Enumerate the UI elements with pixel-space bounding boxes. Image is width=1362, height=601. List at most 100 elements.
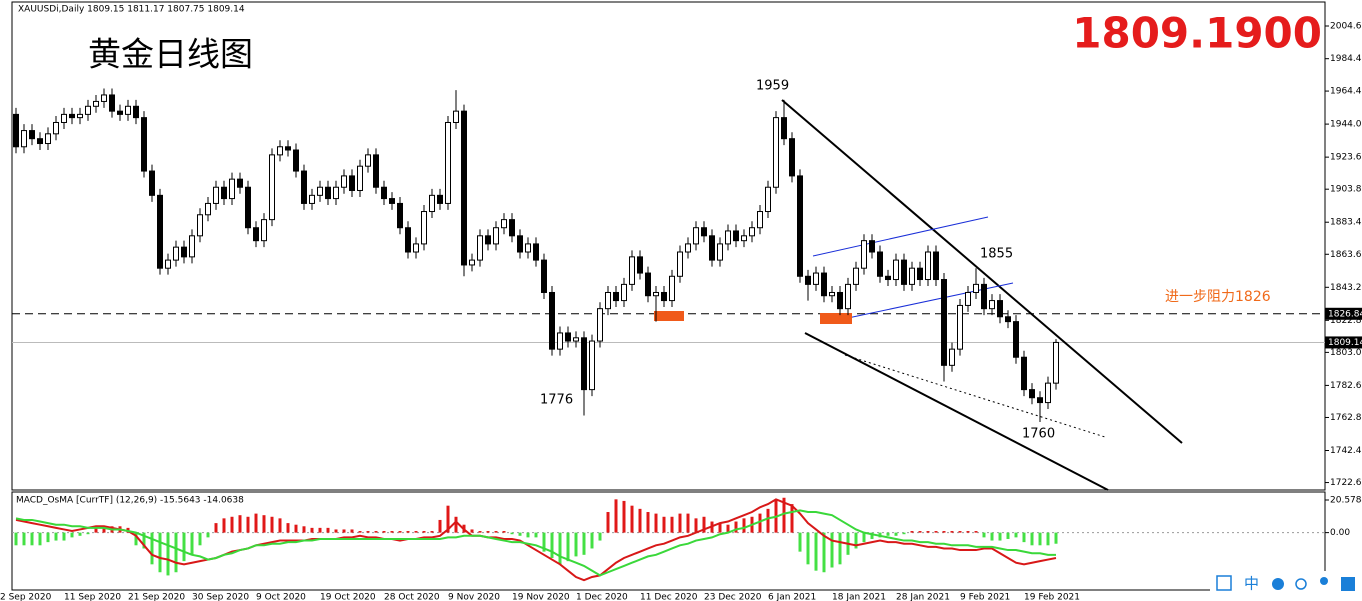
candle [629, 256, 635, 285]
y-tick-label: 1742.40 [1330, 446, 1362, 456]
price-tag-label: 1826.84 [1328, 309, 1362, 319]
histogram-bar [694, 518, 698, 533]
candle [373, 154, 379, 188]
histogram-bar [558, 532, 562, 565]
histogram-bar [830, 532, 834, 568]
icon[interactable] [1341, 577, 1355, 591]
histogram-bar [70, 532, 74, 538]
lang-button[interactable]: 中 [1244, 575, 1259, 593]
candle [501, 219, 507, 229]
icon[interactable] [1272, 578, 1284, 590]
price-label: 1855 [980, 247, 1013, 262]
candle [381, 186, 387, 200]
histogram-bar [638, 508, 642, 533]
candle [1037, 397, 1043, 404]
histogram-bar [270, 516, 274, 533]
candle [773, 117, 779, 188]
candle [149, 170, 155, 196]
histogram-bar [46, 532, 50, 543]
histogram-bar [862, 532, 866, 543]
candle [821, 272, 827, 297]
histogram-bar [22, 532, 26, 546]
y-tick-label: 1883.40 [1330, 218, 1362, 228]
histogram-bar [454, 516, 458, 533]
candle [717, 243, 723, 261]
histogram-bar [518, 532, 522, 536]
price-tag [1325, 307, 1362, 320]
histogram-bar [430, 531, 434, 533]
toolbar: 中 [1210, 571, 1362, 601]
histogram-bar [526, 532, 530, 538]
histogram-bar [814, 532, 818, 571]
candle [925, 251, 931, 281]
x-tick-label: 19 Feb 2021 [1024, 593, 1080, 601]
price-label: 1760 [1022, 427, 1055, 442]
histogram-bar [886, 532, 890, 536]
chart-title: 黄金日线图 [88, 35, 253, 74]
histogram-bar [622, 500, 626, 533]
histogram-bar [422, 531, 426, 533]
histogram-bar [326, 527, 330, 533]
candle [157, 194, 163, 269]
candle [237, 178, 243, 188]
candle [365, 154, 371, 167]
histogram-bar [294, 524, 298, 533]
y-tick-label: 1822.80 [1330, 316, 1362, 326]
icon[interactable] [1216, 575, 1232, 591]
histogram-bar [670, 516, 674, 533]
candle [685, 243, 691, 253]
candle [661, 291, 667, 302]
icon[interactable] [1320, 577, 1328, 585]
histogram-bar [318, 527, 322, 533]
candle [597, 308, 603, 342]
candle [1053, 341, 1059, 384]
histogram-bar [662, 516, 666, 533]
candle [477, 235, 483, 261]
candle [997, 300, 1003, 318]
histogram-bar [438, 519, 442, 533]
histogram-bar [262, 515, 266, 533]
candle [509, 219, 515, 237]
x-tick-label: 11 Sep 2020 [64, 593, 121, 601]
price-label: 1959 [756, 78, 789, 93]
histogram-bar [198, 532, 202, 546]
candle [389, 198, 395, 204]
candle [53, 121, 59, 135]
histogram-bar [966, 531, 970, 533]
candle [765, 186, 771, 213]
histogram-bar [206, 532, 210, 538]
candle [461, 110, 467, 266]
candle [453, 110, 459, 123]
candle [989, 300, 995, 310]
histogram-bar [718, 523, 722, 533]
candle [85, 105, 91, 115]
price-display: 1809.1900 [1072, 9, 1322, 58]
histogram-bar [654, 513, 658, 533]
histogram-bar [926, 531, 930, 533]
histogram-bar [726, 524, 730, 533]
histogram-bar [1014, 532, 1018, 538]
histogram-bar [406, 531, 410, 533]
candle [117, 110, 123, 115]
candle [69, 113, 75, 119]
candle [869, 240, 875, 253]
histogram-bar [510, 532, 514, 535]
y-tick-label: 1762.80 [1330, 413, 1362, 423]
icon[interactable] [1295, 578, 1307, 590]
candle [325, 186, 331, 200]
candle [797, 175, 803, 277]
candle [693, 227, 699, 245]
support-box [654, 311, 684, 321]
histogram-bar [598, 532, 602, 541]
candle [1045, 382, 1051, 404]
histogram-bar [358, 531, 362, 533]
candle [653, 291, 659, 297]
support-box [820, 313, 852, 324]
candle [709, 235, 715, 261]
histogram-bar [382, 531, 386, 533]
candle [861, 240, 867, 269]
histogram-bar [134, 532, 138, 546]
histogram-bar [190, 532, 194, 555]
